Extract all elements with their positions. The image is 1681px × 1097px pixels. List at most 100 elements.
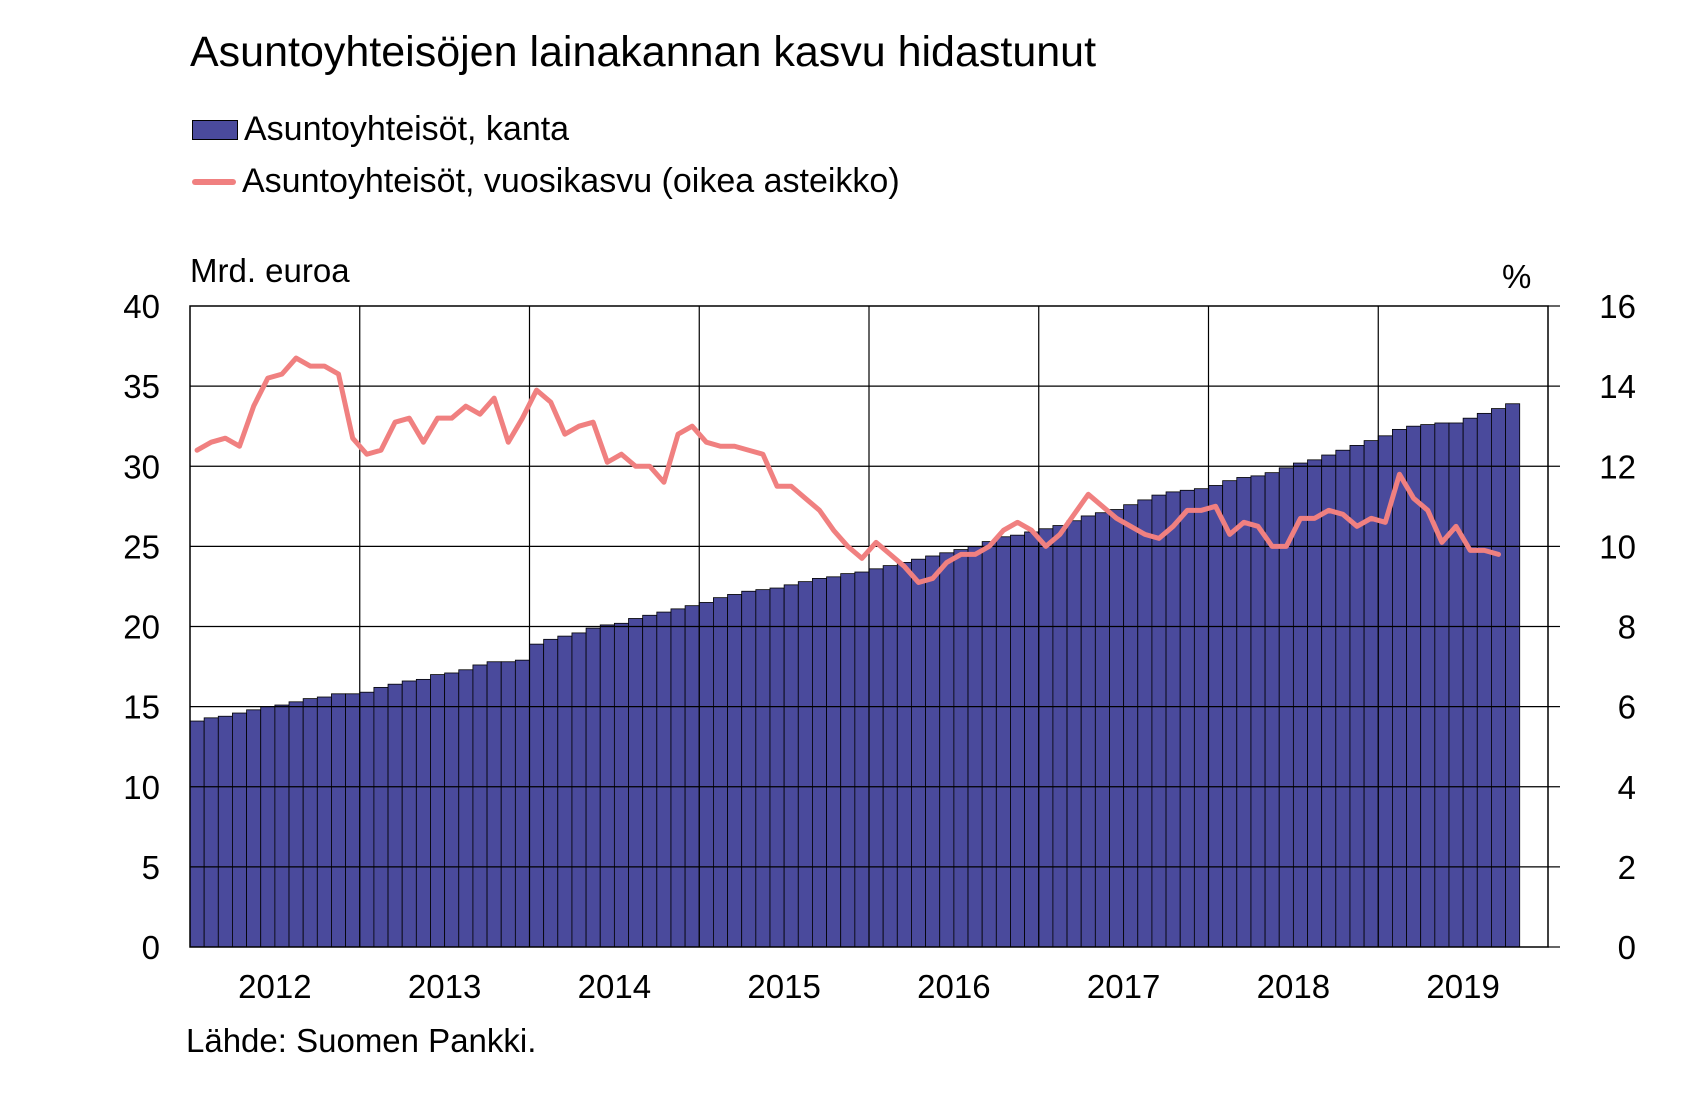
legend-label-kanta: Asuntoyhteisöt, kanta [244,110,570,148]
bar [500,661,516,948]
bar [274,704,290,948]
bar [911,558,926,948]
bar [656,611,672,948]
bar [458,669,474,948]
bar [1052,525,1068,948]
legend-item-vuosikasvu: Asuntoyhteisöt, vuosikasvu (oikea asteik… [192,162,900,201]
left-tick-label: 35 [123,368,160,405]
left-tick-label: 10 [123,769,160,806]
bar [444,672,460,948]
grid-lines [190,306,1548,947]
right-tick-label: 10 [1599,528,1636,565]
right-tick-label: 0 [1618,929,1636,966]
bar [246,709,262,948]
right-tick-label: 12 [1599,448,1636,485]
bar [1236,477,1252,948]
bar [260,706,276,948]
bar [882,565,898,948]
bar [472,664,488,948]
bar [797,581,813,948]
bar [1165,491,1181,948]
bar [217,715,233,948]
bar [203,717,219,948]
bar [557,635,573,948]
right-tick-label: 4 [1618,769,1636,806]
bar [387,683,403,948]
bar [585,627,601,948]
bar [415,678,431,948]
bar [1179,489,1195,948]
growth-line [194,355,1501,585]
bar [302,698,318,948]
bar [514,659,530,948]
x-tick-label: 2017 [1087,968,1160,1005]
bar [486,661,502,948]
x-tick-label: 2019 [1426,968,1499,1005]
bar [868,568,884,948]
legend-item-kanta: Asuntoyhteisöt, kanta [192,110,569,149]
bar [812,578,827,948]
axes [189,305,1560,948]
bar [925,555,941,948]
left-tick-label: 15 [123,689,160,726]
bar [967,545,983,948]
bar [840,573,856,948]
bar [1392,428,1407,948]
right-axis-unit: % [1502,258,1532,295]
x-tick-label: 2012 [238,968,311,1005]
left-tick-label: 40 [123,288,160,325]
bar [642,614,658,948]
bar [189,720,205,948]
bar [1193,488,1209,948]
bar [1038,528,1054,948]
right-tick-label: 8 [1618,609,1636,646]
right-tick-label: 16 [1599,288,1636,325]
tick-labels: 0 5 10 15 20 25 30 35 40 0 2 4 6 8 10 12 14 16 2012 2013 201… [123,288,1636,1005]
left-tick-label: 5 [142,849,160,886]
bar [1137,499,1153,948]
bar [613,622,629,948]
bar [953,549,969,948]
chart-title: Asuntoyhteisöjen lainakannan kasvu hidas… [190,28,1097,76]
bar [359,691,375,948]
bar [995,536,1011,948]
x-tick-label: 2013 [408,968,481,1005]
bar [741,590,757,948]
bar [571,632,587,948]
bar [684,605,700,948]
bar [232,712,247,948]
x-tick-label: 2016 [917,968,990,1005]
bar [1080,515,1096,948]
x-tick-label: 2015 [747,968,820,1005]
bar [713,597,728,948]
bar [1448,422,1464,948]
bar [1505,403,1521,948]
bar [1335,449,1351,948]
bar [1491,408,1506,948]
bar [1321,454,1337,948]
bar [373,686,389,948]
bar [769,587,785,948]
bar [1066,520,1082,948]
bar [1434,422,1450,948]
bar [727,594,743,948]
bar [401,680,417,948]
bar [430,674,446,948]
x-tick-label: 2018 [1257,968,1330,1005]
bar [543,638,559,948]
bar [854,571,870,948]
bar [345,693,361,948]
bar [981,541,997,948]
legend-label-vuosikasvu: Asuntoyhteisöt, vuosikasvu (oikea asteik… [242,162,900,200]
bar [939,552,955,948]
bar [1208,485,1224,948]
left-tick-label: 20 [123,609,160,646]
bar [316,696,332,948]
legend-bar-swatch-icon [192,119,238,140]
bar [1109,509,1125,948]
right-tick-label: 2 [1618,849,1636,886]
bar [698,602,714,948]
bar [1151,494,1167,948]
line-series [194,355,1501,585]
